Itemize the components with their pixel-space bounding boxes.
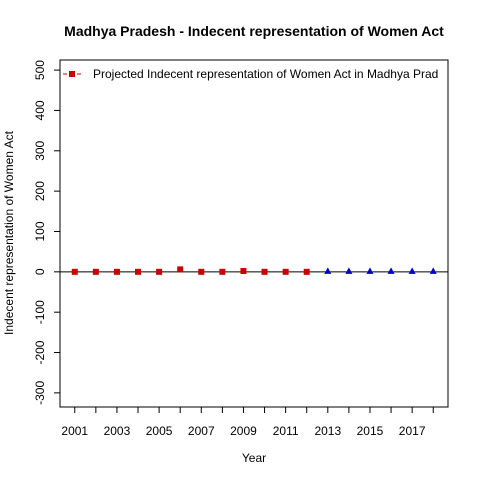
actual-point-2011 <box>282 268 289 275</box>
legend: Projected Indecent representation of Wom… <box>63 67 438 81</box>
actual-point-2007 <box>198 268 205 275</box>
actual-point-2010 <box>261 268 268 275</box>
actual-point-2004 <box>135 268 142 275</box>
legend-marker-0 <box>69 71 75 77</box>
y-tick-label-500: 500 <box>33 60 47 80</box>
projected-point-2017 <box>408 267 416 274</box>
x-axis: 2001 2003 2005 2007 2009 2011 2013 2015 2017 <box>61 406 434 438</box>
y-tick-label--300: -300 <box>33 381 47 405</box>
projected-point-2015 <box>366 267 374 274</box>
actual-point-2005 <box>156 268 163 275</box>
projected-point-2013 <box>324 267 332 274</box>
actual-point-2001 <box>71 268 78 275</box>
data-marks <box>71 266 437 275</box>
y-tick-label-400: 400 <box>33 100 47 120</box>
actual-point-2003 <box>113 268 120 275</box>
actual-point-2008 <box>219 268 226 275</box>
actual-point-2012 <box>303 268 310 275</box>
y-tick-label-100: 100 <box>33 221 47 241</box>
x-tick-label-2005: 2005 <box>146 424 173 438</box>
x-tick-label-2017: 2017 <box>399 424 426 438</box>
actual-point-2002 <box>92 268 99 275</box>
x-tick-label-2007: 2007 <box>188 424 215 438</box>
actual-point-2006 <box>177 266 184 273</box>
x-tick-label-2001: 2001 <box>61 424 88 438</box>
y-axis-label: Indecent representation of Women Act <box>2 130 16 335</box>
y-tick-label--100: -100 <box>33 300 47 324</box>
projected-point-2018 <box>429 267 437 274</box>
x-tick-label-2011: 2011 <box>273 424 299 438</box>
x-axis-label: Year <box>242 451 266 465</box>
y-tick-label-200: 200 <box>33 181 47 201</box>
chart-title: Madhya Pradesh - Indecent representation… <box>64 23 444 39</box>
y-tick-label-0: 0 <box>33 268 47 275</box>
x-tick-label-2015: 2015 <box>357 424 384 438</box>
x-tick-label-2003: 2003 <box>104 424 131 438</box>
x-tick-label-2009: 2009 <box>230 424 257 438</box>
y-tick-label--200: -200 <box>33 340 47 364</box>
y-axis: -300 -200 -100 0 100 200 300 400 500 <box>33 60 61 405</box>
actual-point-2009 <box>240 268 247 275</box>
projected-point-2016 <box>387 267 395 274</box>
projected-point-2014 <box>345 267 353 274</box>
plot-frame <box>59 59 449 408</box>
y-tick-label-300: 300 <box>33 140 47 160</box>
legend-label-0: Projected Indecent representation of Wom… <box>93 67 438 81</box>
x-tick-label-2013: 2013 <box>314 424 341 438</box>
